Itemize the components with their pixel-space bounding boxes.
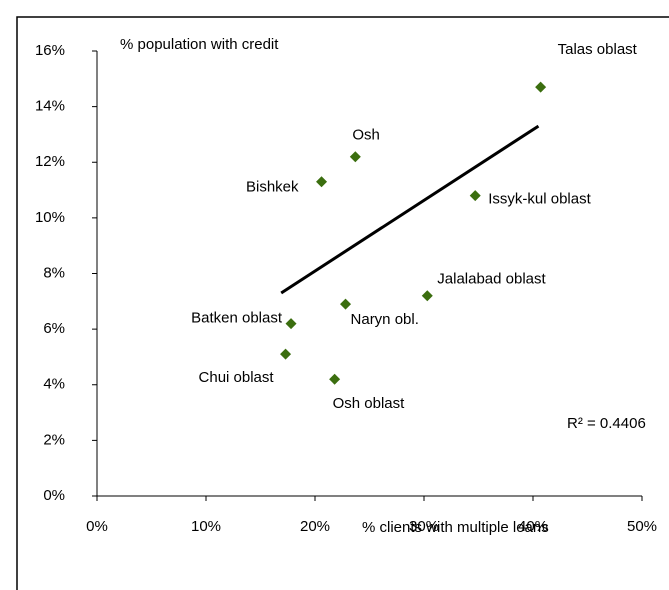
point-label: Talas oblast: [558, 41, 638, 58]
point-label: Osh oblast: [333, 395, 406, 412]
point-label: Batken oblast: [191, 310, 283, 327]
data-point: [421, 290, 433, 302]
y-tick-label: 14%: [35, 98, 65, 115]
y-tick-label: 12%: [35, 153, 65, 170]
data-point: [469, 190, 481, 202]
trendline: [280, 124, 540, 295]
y-tick-label: 16%: [35, 42, 65, 59]
point-label: Issyk-kul oblast: [488, 191, 591, 208]
r-squared: R² = 0.4406: [567, 415, 646, 432]
x-axis-title: % clients with multiple loans: [362, 519, 549, 536]
data-point: [280, 348, 292, 360]
x-tick-label: 50%: [627, 518, 657, 535]
x-tick-label: 30%: [409, 518, 439, 535]
x-tick-label: 40%: [518, 518, 548, 535]
data-point: [340, 298, 352, 310]
y-tick-label: 10%: [35, 209, 65, 226]
point-label: Bishkek: [246, 179, 299, 196]
x-tick-label: 0%: [86, 518, 108, 535]
data-point: [316, 176, 328, 188]
data-point: [349, 151, 361, 163]
y-tick-label: 0%: [43, 487, 65, 504]
point-label: Naryn obl.: [351, 311, 419, 328]
data-point: [285, 318, 297, 330]
y-tick-label: 6%: [43, 320, 65, 337]
data-point: [329, 373, 341, 385]
y-axis-title: % population with credit: [120, 36, 279, 53]
point-label: Jalalabad oblast: [437, 271, 546, 288]
y-tick-label: 2%: [43, 431, 65, 448]
point-label: Chui oblast: [199, 369, 275, 386]
point-label: Osh: [352, 127, 380, 144]
x-tick-label: 10%: [191, 518, 221, 535]
y-tick-label: 8%: [43, 264, 65, 281]
x-tick-label: 20%: [300, 518, 330, 535]
data-point: [535, 81, 547, 93]
y-tick-label: 4%: [43, 376, 65, 393]
